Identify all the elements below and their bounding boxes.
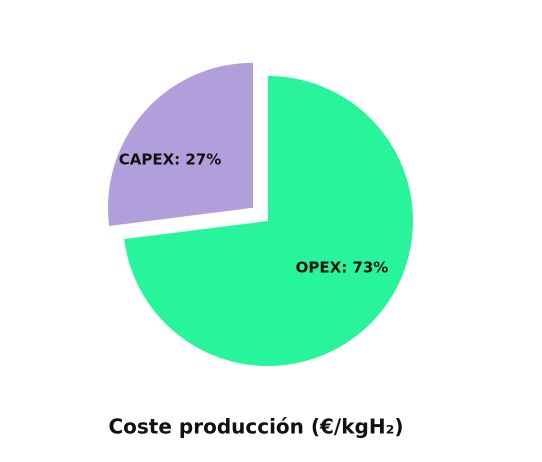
slice-label: OPEX: 73% [296,259,389,277]
slice-label: CAPEX: 27% [119,151,222,169]
chart-title: Coste producción (€/kgH₂) [108,415,403,439]
pie-slice [124,76,414,366]
pie-slice [107,62,253,226]
